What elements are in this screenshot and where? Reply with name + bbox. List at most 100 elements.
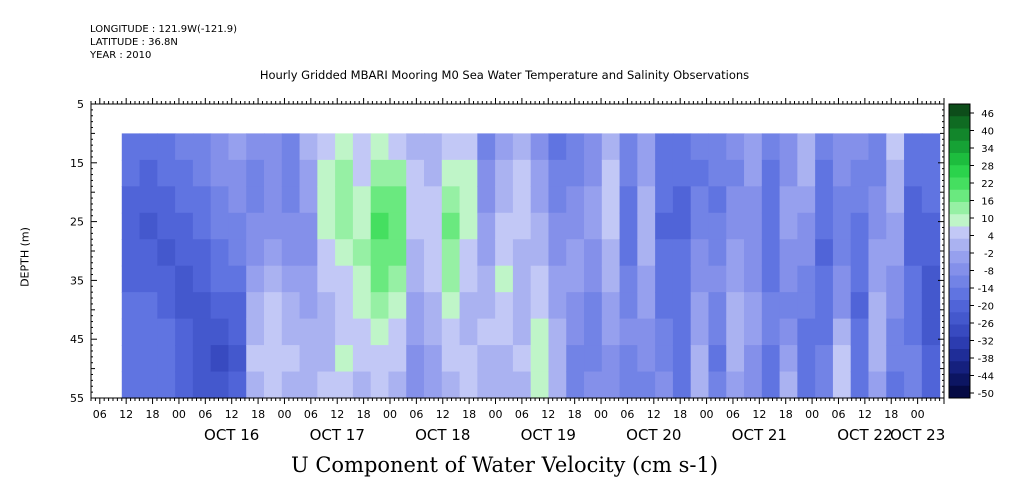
heatmap-cell (619, 292, 638, 320)
x-date-label: OCT 18 (415, 426, 470, 444)
heatmap-cell (388, 133, 407, 161)
heatmap-cell (299, 371, 318, 399)
heatmap-cell (726, 371, 745, 399)
heatmap-cell (548, 186, 567, 214)
heatmap-cell (388, 318, 407, 346)
heatmap-cell (797, 239, 816, 267)
heatmap-cell (228, 159, 247, 187)
heatmap-cell (761, 133, 781, 161)
heatmap-cell (921, 265, 941, 293)
heatmap-cell (512, 345, 532, 373)
heatmap-cell (637, 318, 656, 346)
x-date-label: OCT 16 (204, 426, 259, 444)
heatmap-cell (548, 239, 567, 267)
colorbar-swatch (949, 373, 970, 387)
heatmap-cell (228, 292, 247, 320)
heatmap-cell (175, 186, 194, 214)
heatmap-cell (281, 212, 301, 240)
heatmap-cell (797, 371, 816, 399)
colorbar-swatch (949, 140, 970, 154)
heatmap-cell (708, 212, 727, 240)
heatmap-cell (601, 345, 621, 373)
heatmap-cell (228, 345, 247, 373)
heatmap-cell (139, 345, 158, 373)
heatmap-cell (797, 186, 816, 214)
heatmap-cell (495, 212, 514, 240)
heatmap-cell (619, 265, 638, 293)
colorbar-label: -8 (984, 267, 994, 278)
heatmap-cell (264, 292, 283, 320)
heatmap-cells (121, 133, 941, 399)
colorbar-swatch (949, 336, 970, 350)
heatmap-cell (370, 239, 390, 267)
heatmap-cell (761, 371, 781, 399)
heatmap-cell (708, 265, 727, 293)
heatmap-cell (619, 371, 638, 399)
x-date-label: OCT 23 (890, 426, 945, 444)
heatmap-cell (299, 345, 318, 373)
heatmap-cell (744, 292, 763, 320)
heatmap-cell (210, 292, 230, 320)
heatmap-cell (139, 159, 158, 187)
y-tick-label: 35 (70, 274, 84, 287)
heatmap-cell (530, 292, 550, 320)
heatmap-cell (406, 345, 425, 373)
heatmap-cell (904, 239, 923, 267)
heatmap-cell (264, 239, 283, 267)
heatmap-cell (139, 186, 158, 214)
heatmap-cell (584, 292, 603, 320)
x-tick-label: 18 (357, 408, 371, 421)
heatmap-cell (672, 186, 692, 214)
x-tick-label: 06 (515, 408, 529, 421)
heatmap-cell (761, 265, 781, 293)
heatmap-cell (708, 345, 727, 373)
heatmap-cell (690, 186, 710, 214)
heatmap-cell (175, 133, 194, 161)
heatmap-cell (868, 318, 887, 346)
heatmap-cell (157, 292, 176, 320)
heatmap-cell (352, 212, 372, 240)
heatmap-cell (281, 318, 301, 346)
heatmap-cell (441, 292, 461, 320)
heatmap-cell (246, 345, 265, 373)
heatmap-cell (477, 159, 496, 187)
heatmap-cell (459, 318, 478, 346)
heatmap-cell (228, 239, 247, 267)
heatmap-cell (530, 265, 550, 293)
heatmap-cell (655, 133, 674, 161)
heatmap-cell (370, 265, 390, 293)
x-date-label: OCT 22 (837, 426, 892, 444)
heatmap-cell (121, 265, 141, 293)
heatmap-cell (157, 371, 176, 399)
heatmap-cell (370, 318, 390, 346)
heatmap-cell (477, 133, 496, 161)
heatmap-cell (584, 265, 603, 293)
heatmap-cell (832, 265, 852, 293)
colorbar-label: -32 (978, 337, 994, 348)
heatmap-cell (672, 265, 692, 293)
heatmap-cell (744, 186, 763, 214)
heatmap-cell (121, 186, 141, 214)
colorbar-swatch (949, 128, 970, 142)
heatmap-cell (495, 133, 514, 161)
heatmap-cell (175, 345, 194, 373)
heatmap-cell (299, 186, 318, 214)
colorbar-swatch (949, 202, 970, 215)
heatmap-cell (424, 186, 443, 214)
heatmap-cell (299, 159, 318, 187)
heatmap-cell (352, 239, 372, 267)
heatmap-cell (601, 318, 621, 346)
heatmap-cell (708, 186, 727, 214)
heatmap-cell (690, 292, 710, 320)
heatmap-cell (512, 265, 532, 293)
heatmap-cell (886, 159, 905, 187)
heatmap-cell (121, 133, 141, 161)
heatmap-cell (619, 239, 638, 267)
heatmap-cell (210, 133, 230, 161)
heatmap-cell (530, 159, 550, 187)
y-tick-label: 15 (70, 157, 84, 170)
heatmap-cell (584, 159, 603, 187)
colorbar-swatch (949, 165, 970, 178)
colorbar-label: -20 (978, 302, 994, 313)
heatmap-cell (406, 318, 425, 346)
